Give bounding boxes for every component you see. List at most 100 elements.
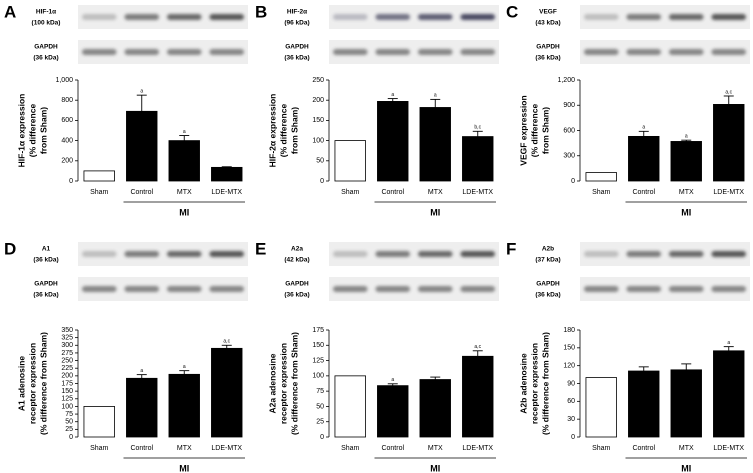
bar (585, 377, 617, 438)
y-tick-label: 175 (312, 327, 324, 334)
bar (126, 377, 158, 438)
x-tick-label: MTX (177, 189, 192, 196)
x-tick-label: Sham (90, 445, 108, 452)
blot-band (584, 286, 619, 292)
y-tick-label: 0 (320, 178, 324, 185)
bar (462, 355, 494, 438)
x-tick-label: LDE-MTX (713, 445, 744, 452)
y-tick-label: 0 (69, 434, 73, 441)
blot-band (124, 49, 159, 55)
blot-label: A2b (542, 246, 554, 253)
bar (713, 350, 745, 438)
x-tick-label: LDE-MTX (713, 189, 744, 196)
bar (211, 347, 243, 438)
y-tick-label: 350 (61, 327, 73, 334)
y-tick-label: 0 (69, 178, 73, 185)
y-tick-label: 150 (563, 345, 575, 352)
group-label: MI (179, 463, 189, 473)
significance-label: a (642, 125, 645, 131)
blot-label: HIF-1α (36, 9, 56, 16)
bar (462, 136, 494, 182)
blot-band (669, 14, 704, 20)
blot-band (584, 49, 619, 55)
x-tick-label: MTX (177, 445, 192, 452)
x-tick-label: Control (130, 189, 153, 196)
y-axis-label: (% difference from Sham) (38, 332, 48, 435)
blot-band (711, 251, 746, 257)
x-tick-label: Sham (592, 445, 610, 452)
bar (628, 135, 660, 182)
blot-band (626, 251, 661, 257)
y-axis-label: HIF-1α expression (16, 94, 26, 168)
y-axis-label: receptor expression (27, 343, 37, 424)
significance-label: a (183, 364, 186, 370)
x-tick-label: LDE-MTX (462, 445, 493, 452)
y-tick-label: 50 (316, 158, 324, 165)
y-tick-label: 200 (61, 158, 73, 165)
blot-label: (36 kDa) (535, 55, 560, 62)
blot-label: (36 kDa) (33, 257, 58, 264)
y-tick-label: 800 (61, 97, 73, 104)
significance-label: a (434, 93, 437, 99)
blot-label: HIF-2α (287, 9, 307, 16)
bar (211, 166, 243, 182)
bar (126, 110, 158, 182)
blot-band (375, 251, 410, 257)
significance-label: a (727, 340, 730, 346)
y-tick-label: 75 (316, 388, 324, 395)
significance-label: a (140, 368, 143, 374)
blot-band (82, 49, 117, 55)
y-tick-label: 25 (316, 419, 324, 426)
group-label: MI (179, 207, 189, 217)
y-axis-label: from Sham) (540, 107, 550, 154)
blot-band (418, 286, 453, 292)
panel-letter: B (255, 2, 267, 21)
y-axis-label: (% difference from Sham) (540, 332, 550, 435)
bar (419, 107, 451, 182)
blot-band (584, 14, 619, 20)
y-tick-label: 300 (61, 342, 73, 349)
blot-band (669, 251, 704, 257)
y-tick-label: 90 (567, 380, 575, 387)
y-tick-label: 0 (571, 434, 575, 441)
significance-label: a (391, 92, 394, 98)
blot-label: (43 kDa) (535, 20, 560, 27)
x-tick-label: LDE-MTX (211, 189, 242, 196)
bar (168, 373, 200, 438)
y-tick-label: 250 (312, 77, 324, 84)
bar (670, 369, 702, 438)
blot-band (584, 251, 619, 257)
blot-band (167, 49, 202, 55)
significance-label: a,c (725, 89, 732, 95)
bar (377, 101, 409, 182)
x-tick-label: Sham (341, 189, 359, 196)
y-tick-label: 30 (567, 416, 575, 423)
blot-label: (36 kDa) (33, 292, 58, 299)
bar (377, 385, 409, 438)
y-tick-label: 400 (61, 137, 73, 144)
y-axis-label: HIF-2α expression (267, 94, 277, 168)
x-tick-label: Control (632, 189, 655, 196)
y-tick-label: 180 (563, 327, 575, 334)
y-tick-label: 200 (61, 373, 73, 380)
blot-band (460, 286, 495, 292)
x-tick-label: Sham (341, 445, 359, 452)
x-tick-label: LDE-MTX (211, 445, 242, 452)
blot-band (711, 14, 746, 20)
blot-band (626, 286, 661, 292)
bar (168, 140, 200, 182)
significance-label: a (391, 377, 394, 383)
blot-band (167, 251, 202, 257)
x-tick-label: Control (381, 445, 404, 452)
blot-band (209, 14, 244, 20)
significance-label: b,c (474, 125, 481, 131)
y-tick-label: 75 (65, 411, 73, 418)
y-tick-label: 225 (61, 365, 73, 372)
blot-band (375, 14, 410, 20)
y-axis-label: from Sham) (289, 107, 299, 154)
blot-band (124, 14, 159, 20)
blot-label: GAPDH (34, 281, 58, 288)
blot-band (333, 14, 368, 20)
x-tick-label: MTX (428, 189, 443, 196)
y-tick-label: 125 (312, 357, 324, 364)
